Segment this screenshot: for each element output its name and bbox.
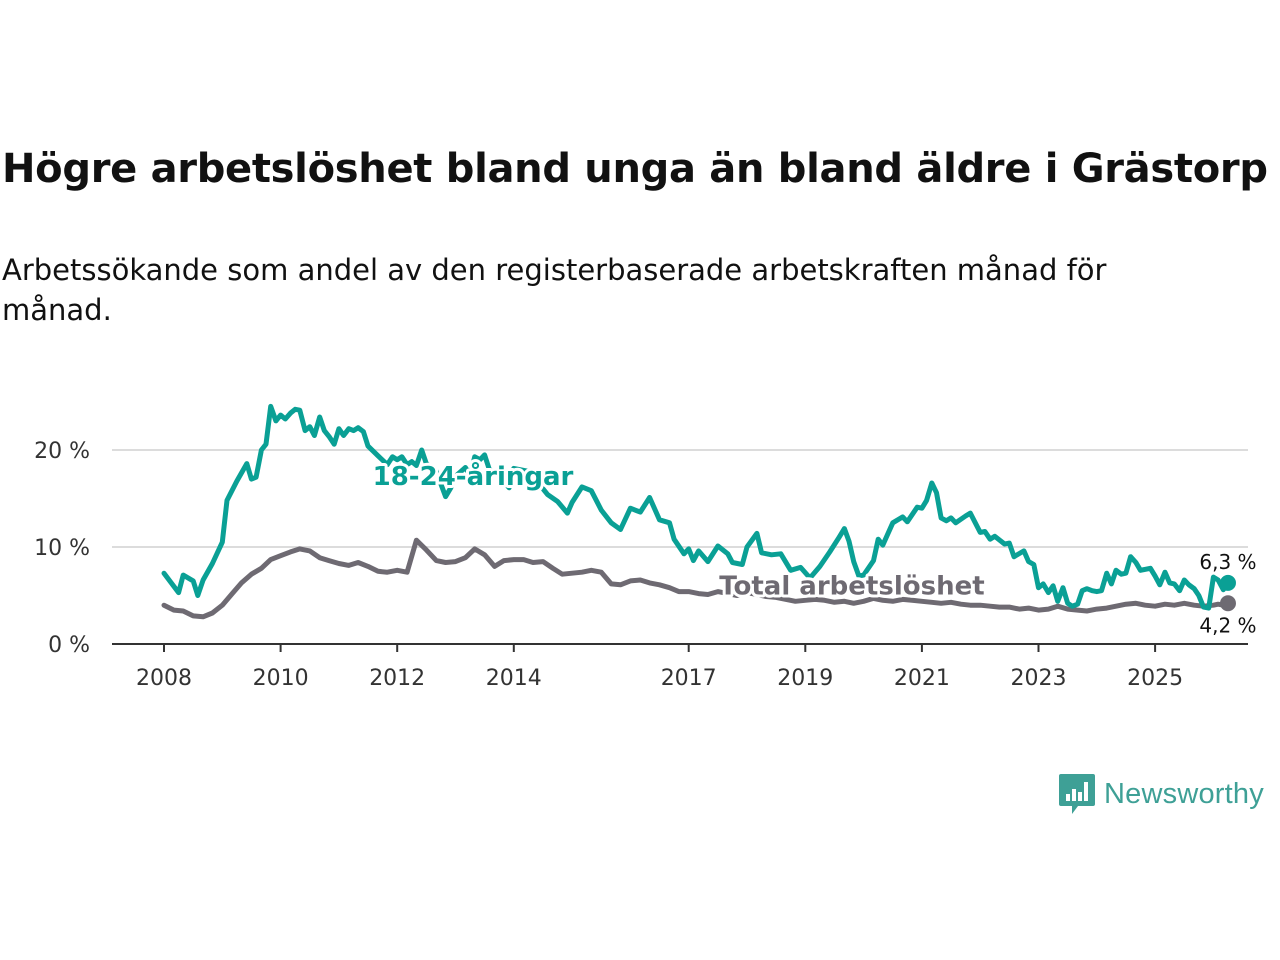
y-tick-label: 10 % bbox=[34, 536, 90, 561]
chart-title: Högre arbetslöshet bland unga än bland ä… bbox=[2, 146, 1268, 192]
series-annotations: 4,2 % 6,3 % 18-24-åringar Total arbetslöshe… bbox=[370, 457, 1257, 637]
series-lines bbox=[161, 403, 1236, 620]
x-tick-label: 2014 bbox=[486, 666, 542, 691]
chart-subtitle: Arbetssökande som andel av den registerb… bbox=[2, 253, 1107, 327]
y-tick-label: 20 % bbox=[34, 439, 90, 464]
y-axis-ticks: 0 % 10 % 20 % bbox=[34, 439, 90, 658]
bar-chart-logo-icon bbox=[1059, 774, 1095, 814]
series-end-label-1: 4,2 % bbox=[1199, 613, 1256, 637]
x-tick-label: 2019 bbox=[777, 666, 833, 691]
x-tick-label: 2017 bbox=[661, 666, 717, 691]
y-tick-label: 0 % bbox=[48, 633, 90, 658]
x-tick-label: 2012 bbox=[369, 666, 425, 691]
series-line-1 bbox=[161, 537, 1231, 620]
x-tick-label: 2023 bbox=[1011, 666, 1067, 691]
newsworthy-logo[interactable]: Newsworthy bbox=[1058, 772, 1264, 816]
series-end-label-0: 6,3 % bbox=[1199, 550, 1256, 574]
brand-name: Newsworthy bbox=[1104, 777, 1264, 810]
x-tick-label: 2021 bbox=[894, 666, 950, 691]
x-tick-label: 2008 bbox=[136, 666, 192, 691]
line-chart: 0 % 10 % 20 % 2008 2010 2012 2014 2017 2019 2021… bbox=[34, 403, 1257, 691]
gridlines bbox=[112, 449, 1248, 548]
series-line-0 bbox=[161, 403, 1231, 611]
x-tick-label: 2025 bbox=[1127, 666, 1183, 691]
series-end-point-0 bbox=[1219, 574, 1236, 591]
x-axis-ticks: 2008 2010 2012 2014 2017 2019 2021 2023 2025 bbox=[112, 643, 1248, 691]
series-annotation-0: 18-24-åringar bbox=[373, 460, 574, 492]
x-tick-label: 2010 bbox=[253, 666, 309, 691]
series-annotation-1: Total arbetslöshet bbox=[719, 572, 984, 602]
series-end-point-1 bbox=[1219, 595, 1236, 612]
